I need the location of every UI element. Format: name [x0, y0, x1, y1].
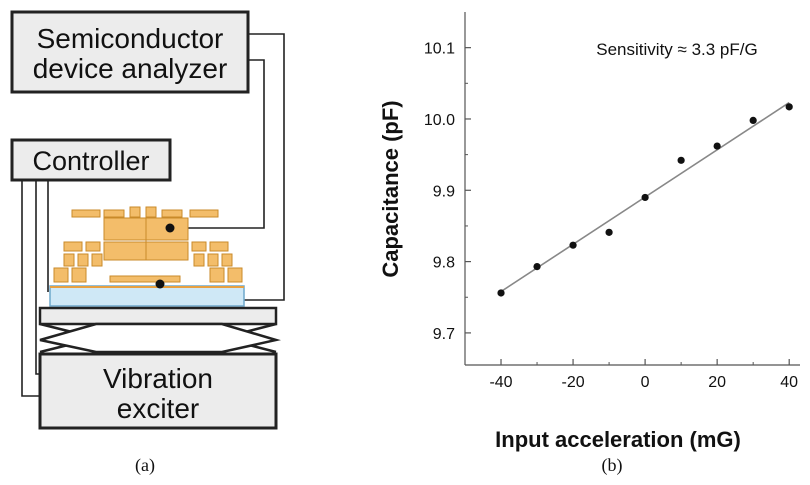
data-point	[533, 262, 541, 271]
data-point	[785, 103, 793, 111]
analyzer-box	[10, 10, 250, 94]
y-tick-label: 9.8	[433, 255, 455, 272]
x-tick-label: -40	[489, 374, 512, 391]
y-axis-label: Capacitance (pF)	[378, 100, 403, 277]
y-tick-label: 10.0	[424, 112, 455, 129]
data-point	[713, 142, 721, 150]
chart-ticks: -40 -20 0 20 40 9.7 9.8 9.9 10.0 10.1	[424, 41, 798, 391]
analyzer-label-line2: device analyzer	[33, 53, 228, 84]
data-point	[605, 228, 613, 236]
shaker-platform	[38, 306, 278, 326]
data-point	[569, 241, 577, 249]
probe-dot-bottom	[155, 279, 165, 289]
x-tick-label: 40	[780, 374, 798, 391]
controller-label: Controller	[32, 146, 149, 176]
wire-analyzer-bottom	[170, 59, 265, 229]
x-tick-label: 0	[641, 374, 650, 391]
substrate	[49, 285, 245, 307]
mems-chip	[53, 206, 243, 283]
y-tick-label: 10.1	[424, 41, 455, 58]
data-point	[677, 156, 685, 164]
capacitance-chart: -40 -20 0 20 40 9.7 9.8 9.9 10.0 10.1 Sensitivity…	[378, 12, 800, 452]
chart-axes	[464, 12, 800, 366]
exciter-box	[38, 352, 278, 430]
probe-dot-top	[165, 223, 175, 233]
controller-box	[10, 138, 172, 182]
exciter-label-line1: Vibration	[103, 363, 213, 394]
caption-a: (a)	[135, 455, 155, 476]
shaker-diamond	[39, 322, 281, 354]
caption-b: (b)	[602, 455, 623, 476]
sensitivity-annotation: Sensitivity ≈ 3.3 pF/G	[596, 40, 757, 59]
y-tick-label: 9.9	[433, 183, 455, 200]
data-point	[497, 289, 505, 297]
y-tick-label: 9.7	[433, 326, 455, 343]
x-tick-label: 20	[708, 374, 726, 391]
exciter-label-line2: exciter	[117, 393, 199, 424]
x-axis-label: Input acceleration (mG)	[495, 427, 741, 452]
data-point	[641, 193, 649, 202]
data-point	[749, 116, 757, 124]
wire-controller-outer	[21, 180, 42, 397]
x-tick-label: -20	[562, 374, 585, 391]
analyzer-label-line1: Semiconductor	[37, 23, 224, 54]
data-points	[497, 103, 793, 297]
wire-controller-inner	[35, 180, 42, 375]
setup-diagram: Semiconductor device analyzer Controller	[10, 10, 285, 430]
